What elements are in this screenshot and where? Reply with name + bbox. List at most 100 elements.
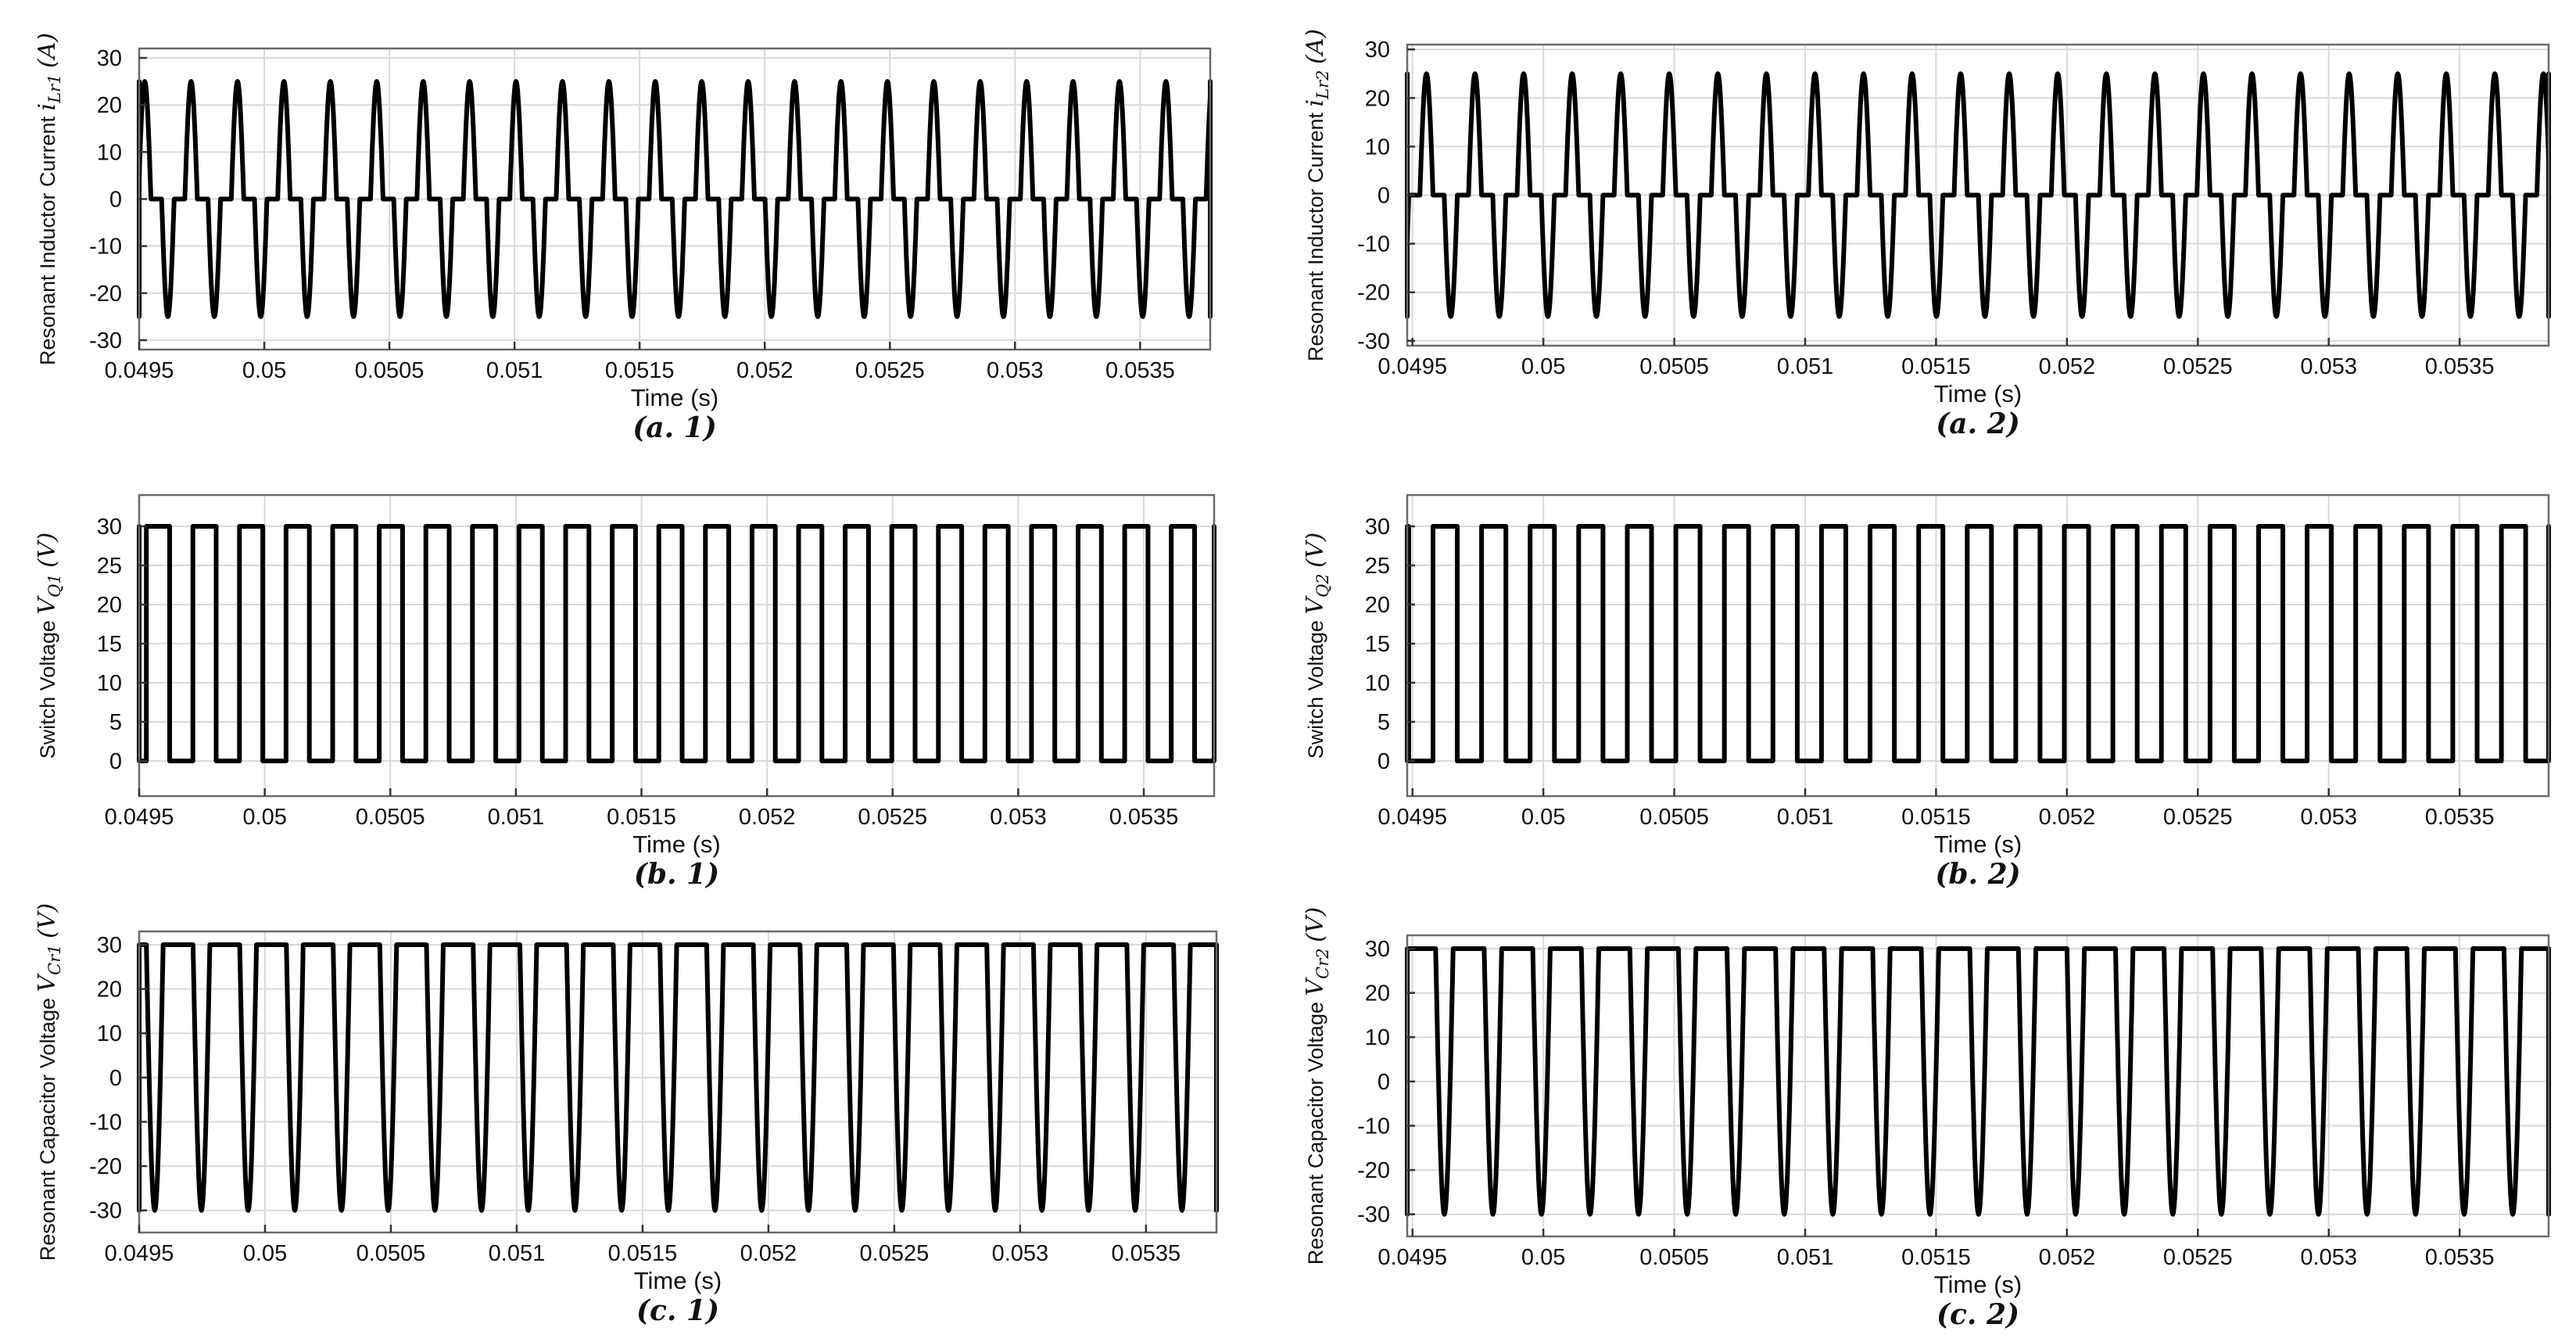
- x-tick-label-0-0515: 0.0515: [607, 805, 676, 830]
- x-axis-label: Time (s): [1934, 380, 2022, 407]
- y-tick-label-10: 10: [97, 140, 122, 165]
- y-tick-label-0: 0: [1378, 184, 1390, 209]
- x-tick-label-0-052: 0.052: [2039, 1245, 2096, 1270]
- y-axis-label-unit: (V): [1302, 533, 1329, 568]
- series-line-VCr1: [137, 942, 1219, 1213]
- x-tick-label-0-053: 0.053: [987, 358, 1044, 383]
- y-tick-label-30: 30: [97, 933, 122, 958]
- x-tick-label-0-0515: 0.0515: [605, 358, 675, 383]
- x-axis-label: Time (s): [1934, 1271, 2022, 1298]
- x-tick-label-0-0535: 0.0535: [2425, 354, 2495, 379]
- plot-frame: [1406, 934, 2550, 1238]
- x-tick-label-0-0525: 0.0525: [2163, 805, 2233, 830]
- y-tick-label-10: 10: [97, 1021, 122, 1046]
- y-tick-label-30: -30: [89, 1199, 122, 1224]
- x-tick-label-0-05: 0.05: [242, 805, 286, 830]
- y-tick-label-20: -20: [89, 1154, 122, 1179]
- y-axis-label-space: [36, 568, 59, 574]
- y-tick-label-30: 30: [97, 515, 122, 540]
- x-tick-label-0-051: 0.051: [1777, 805, 1834, 830]
- x-tick-label-0-051: 0.051: [1777, 354, 1834, 379]
- chart-a1: 0.0495 0.05 0.0505 0.051 0.0515 0.052 0.0525 0.…: [34, 33, 1213, 444]
- x-tick-label-0-05: 0.05: [242, 358, 286, 383]
- chart-c1: 0.0495 0.05 0.0505 0.051 0.0515 0.052 0.0525 0.…: [34, 903, 1219, 1327]
- y-tick-label-5: 5: [109, 710, 122, 735]
- x-tick-label-0-051: 0.051: [488, 805, 545, 830]
- y-tick-label-0: 0: [109, 1066, 122, 1091]
- x-tick-label-0-052: 0.052: [740, 1241, 797, 1266]
- x-tick-label-0-0525: 0.0525: [2163, 1245, 2233, 1270]
- y-tick-label-5: 5: [1378, 710, 1390, 735]
- x-tick-label-0-0525: 0.0525: [2163, 354, 2233, 379]
- x-tick-label-0-0525: 0.0525: [858, 805, 927, 830]
- chart-b1: 0.0495 0.05 0.0505 0.051 0.0515 0.052 0.0525 0.…: [34, 493, 1216, 891]
- x-tick-label-0-053: 0.053: [2300, 1245, 2357, 1270]
- y-axis-label-space: [1304, 996, 1327, 1002]
- x-tick-label-0-052: 0.052: [2039, 354, 2096, 379]
- panel-caption: (a. 1): [632, 411, 717, 444]
- x-tick-label-0-051: 0.051: [486, 358, 543, 383]
- y-axis-label-text: Resonant Capacitor Voltage: [36, 998, 59, 1261]
- y-axis-label: Resonant Inductor Current iLr1 (A): [34, 33, 64, 365]
- y-axis-label-subscript: Lr1: [45, 74, 64, 103]
- x-tick-label-0-0495: 0.0495: [1378, 1245, 1447, 1270]
- x-tick-label-0-0505: 0.0505: [355, 358, 425, 383]
- x-tick-label-0-052: 0.052: [736, 358, 794, 383]
- y-axis-label-text: Switch Voltage: [1304, 620, 1327, 759]
- y-tick-label-30: 30: [1365, 38, 1390, 63]
- x-tick-label-0-051: 0.051: [489, 1241, 546, 1266]
- y-axis-label-symbol: i: [1302, 99, 1329, 107]
- y-tick-label-15: 15: [1365, 632, 1390, 657]
- y-axis-label-subscript: Cr2: [1313, 948, 1332, 978]
- y-tick-label-10: -10: [1357, 232, 1390, 257]
- y-axis-label-unit: (V): [34, 903, 61, 938]
- y-axis-label: Resonant Capacitor Voltage VCr1 (V): [34, 903, 64, 1261]
- x-tick-label-0-0495: 0.0495: [1378, 354, 1447, 379]
- y-axis-label-text: Resonant Inductor Current: [1304, 112, 1327, 361]
- x-tick-label-0-05: 0.05: [1521, 1245, 1565, 1270]
- y-tick-label-25: 25: [97, 554, 122, 579]
- plot-area: [139, 495, 1214, 796]
- y-axis-label-space: [36, 992, 59, 998]
- x-tick-label-0-0535: 0.0535: [1109, 805, 1179, 830]
- y-tick-label-30: 30: [1365, 937, 1390, 962]
- y-axis-label-space: [1304, 568, 1327, 574]
- series-line-iLr2: [1405, 71, 2551, 319]
- chart-b2: 0.0495 0.05 0.0505 0.051 0.0515 0.052 0.0525 0.…: [1302, 493, 2551, 891]
- panel-caption: (b. 1): [634, 858, 719, 891]
- x-tick-label-0-053: 0.053: [2300, 805, 2357, 830]
- y-tick-label-30: -30: [89, 328, 122, 353]
- x-tick-label-0-052: 0.052: [2039, 805, 2096, 830]
- series-line-VQ1: [137, 524, 1216, 763]
- y-tick-label-20: 20: [1365, 86, 1390, 111]
- x-axis-label: Time (s): [634, 1267, 722, 1294]
- chart-c2: 0.0495 0.05 0.0505 0.051 0.0515 0.052 0.0525 0.…: [1302, 907, 2551, 1331]
- x-tick-label-0-052: 0.052: [739, 805, 796, 830]
- x-tick-label-0-0505: 0.0505: [356, 1241, 426, 1266]
- y-tick-label-10: -10: [89, 1110, 122, 1135]
- y-tick-label-25: 25: [1365, 554, 1390, 579]
- y-axis-label-subscript: Lr2: [1313, 70, 1332, 99]
- chart-a2: 0.0495 0.05 0.0505 0.051 0.0515 0.052 0.0525 0.…: [1302, 29, 2551, 440]
- y-axis-label-text: Switch Voltage: [36, 620, 59, 759]
- x-tick-label-0-0495: 0.0495: [105, 805, 174, 830]
- y-axis-label: Switch Voltage VQ1 (V): [34, 533, 64, 759]
- x-tick-label-0-0535: 0.0535: [1105, 358, 1175, 383]
- y-tick-label-10: 10: [1365, 1025, 1390, 1050]
- series-line-VCr2: [1405, 946, 2551, 1217]
- y-tick-label-0: 0: [109, 749, 122, 774]
- y-tick-label-30: 30: [97, 46, 122, 71]
- x-tick-label-0-0495: 0.0495: [105, 1241, 174, 1266]
- series-line-VQ2: [1405, 524, 2551, 763]
- x-tick-label-0-0505: 0.0505: [356, 805, 425, 830]
- x-tick-label-0-05: 0.05: [243, 1241, 287, 1266]
- y-axis-label-text: Resonant Inductor Current: [36, 116, 59, 365]
- y-axis-label-symbol: V: [1302, 595, 1329, 615]
- y-axis-label-unit: (A): [34, 33, 61, 68]
- y-axis-label-unit: (A): [1302, 29, 1329, 64]
- y-axis-label-subscript: Cr1: [45, 944, 64, 974]
- y-axis-label-unit: (V): [1302, 907, 1329, 942]
- x-tick-label-0-0505: 0.0505: [1639, 354, 1709, 379]
- y-axis-label: Switch Voltage VQ2 (V): [1302, 533, 1332, 759]
